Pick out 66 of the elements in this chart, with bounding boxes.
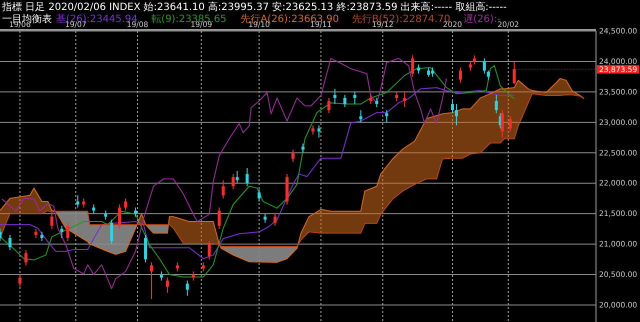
candlestick: [395, 91, 398, 102]
candlestick: [104, 210, 108, 220]
candlestick: [208, 240, 211, 260]
candlestick: [486, 70, 490, 80]
candlestick: [118, 204, 122, 230]
candlestick: [144, 234, 148, 263]
candlestick: [411, 54, 414, 78]
line-series: [0, 87, 515, 260]
candlestick: [150, 262, 153, 300]
candlestick: [236, 170, 239, 184]
candlestick: [246, 167, 249, 187]
candlestick: [124, 198, 128, 212]
candlestick: [417, 64, 420, 74]
candlestick: [482, 58, 486, 74]
candlestick: [232, 174, 235, 190]
candlestick: [317, 124, 320, 138]
candlestick: [292, 149, 295, 162]
candlestick: [403, 91, 406, 108]
candlestick: [40, 231, 44, 242]
candlestick: [458, 67, 462, 84]
candlestick: [50, 213, 54, 230]
candlestick: [8, 234, 12, 251]
candlestick: [333, 88, 336, 105]
candlestick: [500, 110, 504, 138]
candlestick: [92, 204, 96, 214]
candlestick: [258, 188, 261, 202]
candlestick: [166, 277, 169, 294]
candlestick: [494, 94, 498, 114]
line-series: [1, 58, 447, 290]
line-series: [0, 93, 585, 248]
candlestick: [34, 228, 38, 238]
candlestick: [508, 116, 512, 132]
candlestick: [369, 94, 372, 105]
candlestick: [218, 207, 221, 230]
candlestick: [454, 104, 458, 126]
candlestick: [353, 91, 356, 105]
candlestick: [176, 262, 179, 272]
candlestick: [385, 110, 388, 123]
candlestick: [82, 198, 86, 208]
candlestick: [359, 110, 362, 123]
chart-title: 指標 日足 2020/02/06 INDEX 始:23641.10 高:23995.37 安:23625.13 終:23873.59 出来高:----- 取組高:-----: [1, 1, 508, 13]
candlestick: [468, 60, 472, 72]
candlestick: [60, 225, 64, 238]
candlestick: [264, 213, 267, 224]
candlestick: [202, 262, 205, 272]
candlestick: [76, 194, 80, 208]
candlestick: [343, 94, 346, 108]
candlestick: [24, 250, 28, 266]
candlestick: [222, 180, 225, 199]
candlestick: [274, 213, 277, 226]
candlestick: [186, 280, 189, 296]
candlestick: [301, 143, 304, 154]
candlestick: [472, 54, 476, 65]
candlestick: [18, 274, 22, 288]
candlestick: [110, 219, 114, 245]
candlestick: [327, 97, 330, 114]
candlestick: [66, 222, 70, 242]
candlestick: [375, 97, 378, 108]
candlestick: [311, 124, 314, 135]
candlestick: [160, 270, 163, 282]
candlestick: [134, 207, 138, 218]
candlestick: [431, 67, 434, 78]
candlestick: [427, 67, 430, 78]
candlestick: [450, 100, 454, 114]
candlestick: [192, 270, 195, 282]
line-series: [0, 65, 515, 278]
